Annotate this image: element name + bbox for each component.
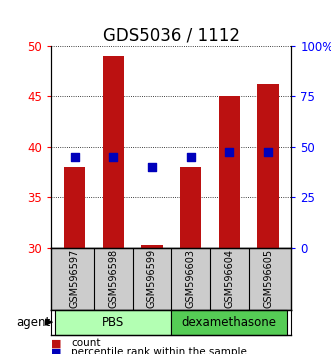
Point xyxy=(188,154,193,160)
Title: GDS5036 / 1112: GDS5036 / 1112 xyxy=(103,27,240,45)
Text: percentile rank within the sample: percentile rank within the sample xyxy=(71,347,247,354)
Text: GSM596598: GSM596598 xyxy=(108,249,118,308)
Text: PBS: PBS xyxy=(102,316,124,329)
Text: count: count xyxy=(71,338,101,348)
Text: GSM596603: GSM596603 xyxy=(186,249,196,308)
Bar xyxy=(171,310,287,335)
Bar xyxy=(180,167,201,248)
Point xyxy=(111,154,116,160)
Bar xyxy=(55,310,171,335)
Bar xyxy=(64,167,85,248)
Bar xyxy=(103,56,124,248)
Text: ■: ■ xyxy=(51,338,62,348)
Text: dexamethasone: dexamethasone xyxy=(182,316,277,329)
Text: GSM596605: GSM596605 xyxy=(263,249,273,308)
Text: GSM596599: GSM596599 xyxy=(147,249,157,308)
Point xyxy=(227,149,232,155)
Text: GSM596604: GSM596604 xyxy=(224,249,234,308)
Text: GSM596597: GSM596597 xyxy=(70,249,79,308)
Text: ■: ■ xyxy=(51,347,62,354)
Bar xyxy=(141,245,163,248)
Point xyxy=(149,164,155,170)
Point xyxy=(265,149,271,155)
Bar xyxy=(219,97,240,248)
Point xyxy=(72,154,77,160)
Text: agent: agent xyxy=(16,316,51,329)
Bar xyxy=(258,84,279,248)
